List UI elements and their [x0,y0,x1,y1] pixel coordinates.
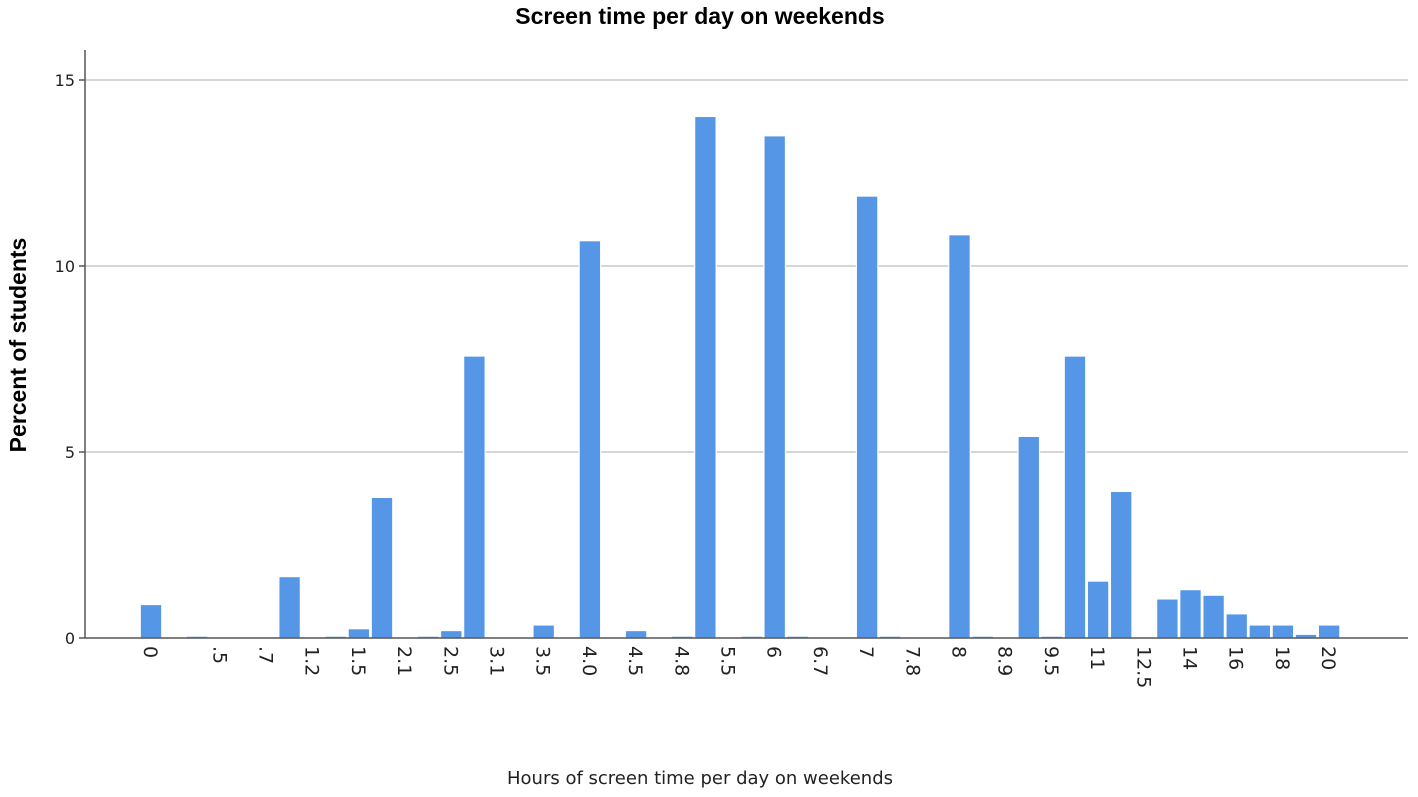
y-tick-label: 10 [55,257,75,276]
x-tick-label: 6.7 [809,646,831,676]
bar [763,135,787,639]
x-tick-label: 9.5 [1040,646,1062,676]
y-axis-label: Percent of students [5,238,31,453]
x-tick-labels: 0 .5 .7 1.2 1.5 2.1 2.5 3.1 3.5 4.0 4.5 4.8 5.5 6 6.7 7… [139,646,1339,688]
x-tick-label: 5.5 [717,646,739,676]
x-tick-label: 20 [1317,646,1339,670]
x-tick-label: 2.1 [393,646,415,676]
x-tick-label: 11 [1086,646,1108,670]
x-tick-label: 4.5 [624,646,646,676]
bar [1086,580,1110,639]
bar [139,603,163,639]
x-tick-label: 3.1 [486,646,508,676]
x-tick-label: 8.9 [994,646,1016,676]
x-tick-label: 2.5 [439,646,461,676]
bar [1017,435,1041,639]
x-tick-label: 8 [948,646,970,658]
bar [1248,624,1272,639]
bar [278,576,301,639]
x-tick-label: 14 [1179,646,1201,670]
x-tick-label: 4.0 [578,646,600,676]
bar [1063,355,1087,639]
x-tick-label: 7.8 [901,646,923,676]
bar [1109,490,1133,639]
bar [855,195,879,639]
x-tick-label: 4.8 [670,646,692,676]
x-tick-label: 18 [1271,646,1293,670]
x-tick-label: 3.5 [532,646,554,676]
x-tick-label: 1.5 [347,646,369,676]
bar [1179,589,1202,639]
bar [1156,598,1179,639]
bar [578,240,602,639]
y-tick-label: 5 [65,443,75,462]
bar [948,234,971,639]
bar [1317,624,1341,639]
y-tick-label: 0 [65,629,75,648]
bar [694,115,717,639]
chart-title: Screen time per day on weekends [515,3,884,29]
bar [1271,624,1295,639]
y-tick-labels: 0 5 10 15 [55,71,85,648]
x-tick-label: 16 [1225,646,1247,670]
x-tick-label: 6 [763,646,785,658]
bar [347,628,371,639]
bar [1202,594,1225,639]
bar [1225,613,1249,639]
grid-lines [85,79,1408,453]
x-tick-label: .7 [255,646,277,664]
x-tick-label: 7 [855,646,877,658]
bar [624,629,648,639]
bar [532,624,556,639]
x-tick-label: .5 [208,646,230,664]
x-axis-label: Hours of screen time per day on weekends [507,768,893,789]
y-tick-label: 15 [55,71,75,90]
x-tick-label: 1.2 [301,646,323,676]
bars [139,115,1341,639]
x-tick-label: 12.5 [1132,646,1154,688]
bar [463,355,486,639]
x-tick-label: 0 [139,646,161,658]
bar [439,629,463,639]
bar [370,496,394,639]
